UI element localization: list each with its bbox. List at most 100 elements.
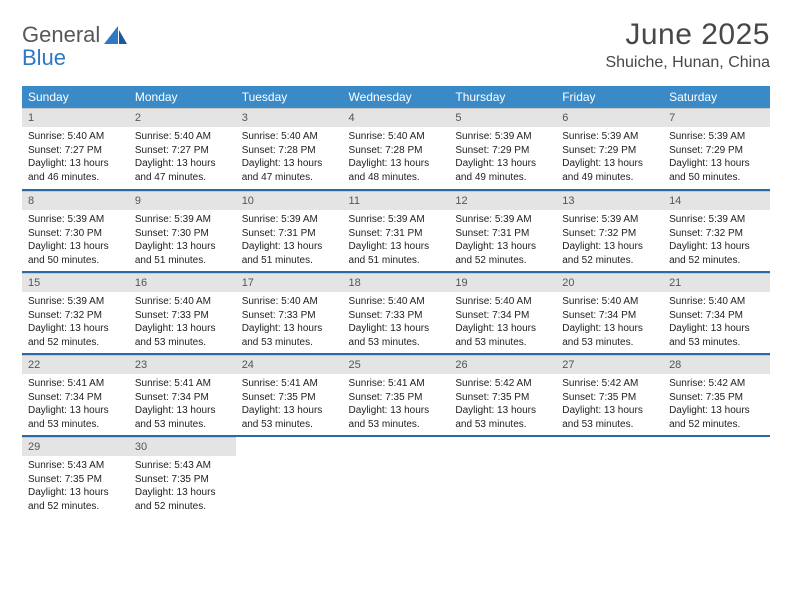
daylight-line: Daylight: 13 hours and 47 minutes. xyxy=(242,157,337,184)
weekday-header: Sunday xyxy=(22,86,129,108)
calendar-cell: 9Sunrise: 5:39 AMSunset: 7:30 PMDaylight… xyxy=(129,190,236,272)
calendar-cell xyxy=(236,436,343,518)
sunrise-line: Sunrise: 5:41 AM xyxy=(349,377,444,391)
day-number: 16 xyxy=(129,273,236,292)
sunset-line: Sunset: 7:34 PM xyxy=(669,309,764,323)
day-body: Sunrise: 5:39 AMSunset: 7:31 PMDaylight:… xyxy=(236,210,343,271)
sunrise-line: Sunrise: 5:39 AM xyxy=(455,130,550,144)
calendar-cell: 17Sunrise: 5:40 AMSunset: 7:33 PMDayligh… xyxy=(236,272,343,354)
calendar-cell: 1Sunrise: 5:40 AMSunset: 7:27 PMDaylight… xyxy=(22,108,129,190)
day-body: Sunrise: 5:39 AMSunset: 7:32 PMDaylight:… xyxy=(556,210,663,271)
calendar-cell: 23Sunrise: 5:41 AMSunset: 7:34 PMDayligh… xyxy=(129,354,236,436)
calendar-week-row: 29Sunrise: 5:43 AMSunset: 7:35 PMDayligh… xyxy=(22,436,770,518)
day-body: Sunrise: 5:39 AMSunset: 7:32 PMDaylight:… xyxy=(663,210,770,271)
day-number: 1 xyxy=(22,108,129,127)
day-body: Sunrise: 5:40 AMSunset: 7:27 PMDaylight:… xyxy=(22,127,129,188)
daylight-line: Daylight: 13 hours and 52 minutes. xyxy=(562,240,657,267)
day-body: Sunrise: 5:39 AMSunset: 7:30 PMDaylight:… xyxy=(22,210,129,271)
weekday-header-row: Sunday Monday Tuesday Wednesday Thursday… xyxy=(22,86,770,108)
calendar-cell: 4Sunrise: 5:40 AMSunset: 7:28 PMDaylight… xyxy=(343,108,450,190)
sunrise-line: Sunrise: 5:40 AM xyxy=(242,295,337,309)
location: Shuiche, Hunan, China xyxy=(605,54,770,72)
day-body: Sunrise: 5:42 AMSunset: 7:35 PMDaylight:… xyxy=(663,374,770,435)
day-body: Sunrise: 5:40 AMSunset: 7:33 PMDaylight:… xyxy=(236,292,343,353)
sunset-line: Sunset: 7:28 PM xyxy=(242,144,337,158)
day-number: 30 xyxy=(129,437,236,456)
day-number: 19 xyxy=(449,273,556,292)
day-number: 17 xyxy=(236,273,343,292)
sunrise-line: Sunrise: 5:41 AM xyxy=(135,377,230,391)
sunset-line: Sunset: 7:30 PM xyxy=(28,227,123,241)
sunset-line: Sunset: 7:35 PM xyxy=(242,391,337,405)
daylight-line: Daylight: 13 hours and 52 minutes. xyxy=(28,322,123,349)
daylight-line: Daylight: 13 hours and 53 minutes. xyxy=(242,404,337,431)
calendar-cell xyxy=(556,436,663,518)
sunset-line: Sunset: 7:32 PM xyxy=(562,227,657,241)
day-body: Sunrise: 5:39 AMSunset: 7:32 PMDaylight:… xyxy=(22,292,129,353)
calendar-cell: 13Sunrise: 5:39 AMSunset: 7:32 PMDayligh… xyxy=(556,190,663,272)
daylight-line: Daylight: 13 hours and 53 minutes. xyxy=(562,404,657,431)
day-number: 25 xyxy=(343,355,450,374)
day-body: Sunrise: 5:41 AMSunset: 7:34 PMDaylight:… xyxy=(129,374,236,435)
daylight-line: Daylight: 13 hours and 52 minutes. xyxy=(28,486,123,513)
calendar-cell: 14Sunrise: 5:39 AMSunset: 7:32 PMDayligh… xyxy=(663,190,770,272)
sunset-line: Sunset: 7:31 PM xyxy=(455,227,550,241)
day-number: 24 xyxy=(236,355,343,374)
sunset-line: Sunset: 7:34 PM xyxy=(28,391,123,405)
daylight-line: Daylight: 13 hours and 51 minutes. xyxy=(135,240,230,267)
sunset-line: Sunset: 7:28 PM xyxy=(349,144,444,158)
daylight-line: Daylight: 13 hours and 52 minutes. xyxy=(135,486,230,513)
day-body: Sunrise: 5:40 AMSunset: 7:33 PMDaylight:… xyxy=(343,292,450,353)
calendar-cell: 26Sunrise: 5:42 AMSunset: 7:35 PMDayligh… xyxy=(449,354,556,436)
calendar-cell: 22Sunrise: 5:41 AMSunset: 7:34 PMDayligh… xyxy=(22,354,129,436)
day-number: 23 xyxy=(129,355,236,374)
daylight-line: Daylight: 13 hours and 48 minutes. xyxy=(349,157,444,184)
sunrise-line: Sunrise: 5:42 AM xyxy=(669,377,764,391)
day-number: 28 xyxy=(663,355,770,374)
daylight-line: Daylight: 13 hours and 52 minutes. xyxy=(669,404,764,431)
daylight-line: Daylight: 13 hours and 47 minutes. xyxy=(135,157,230,184)
sunrise-line: Sunrise: 5:40 AM xyxy=(242,130,337,144)
sunset-line: Sunset: 7:35 PM xyxy=(135,473,230,487)
sunset-line: Sunset: 7:35 PM xyxy=(562,391,657,405)
sunrise-line: Sunrise: 5:39 AM xyxy=(562,130,657,144)
day-body: Sunrise: 5:40 AMSunset: 7:34 PMDaylight:… xyxy=(449,292,556,353)
calendar-cell: 20Sunrise: 5:40 AMSunset: 7:34 PMDayligh… xyxy=(556,272,663,354)
day-number: 6 xyxy=(556,108,663,127)
brand-logo: General Blue xyxy=(22,18,128,70)
day-body: Sunrise: 5:43 AMSunset: 7:35 PMDaylight:… xyxy=(129,456,236,517)
daylight-line: Daylight: 13 hours and 53 minutes. xyxy=(349,322,444,349)
sunrise-line: Sunrise: 5:39 AM xyxy=(135,213,230,227)
daylight-line: Daylight: 13 hours and 53 minutes. xyxy=(242,322,337,349)
header: General Blue June 2025 Shuiche, Hunan, C… xyxy=(22,18,770,72)
logo-blue: Blue xyxy=(22,45,66,70)
calendar-cell: 15Sunrise: 5:39 AMSunset: 7:32 PMDayligh… xyxy=(22,272,129,354)
title-block: June 2025 Shuiche, Hunan, China xyxy=(605,18,770,72)
sunrise-line: Sunrise: 5:43 AM xyxy=(135,459,230,473)
calendar-cell xyxy=(449,436,556,518)
daylight-line: Daylight: 13 hours and 53 minutes. xyxy=(455,322,550,349)
sunrise-line: Sunrise: 5:39 AM xyxy=(349,213,444,227)
calendar-cell: 30Sunrise: 5:43 AMSunset: 7:35 PMDayligh… xyxy=(129,436,236,518)
day-number: 7 xyxy=(663,108,770,127)
day-body: Sunrise: 5:42 AMSunset: 7:35 PMDaylight:… xyxy=(556,374,663,435)
day-body: Sunrise: 5:39 AMSunset: 7:30 PMDaylight:… xyxy=(129,210,236,271)
sunset-line: Sunset: 7:32 PM xyxy=(28,309,123,323)
weekday-header: Tuesday xyxy=(236,86,343,108)
sunrise-line: Sunrise: 5:40 AM xyxy=(669,295,764,309)
day-number: 10 xyxy=(236,191,343,210)
weekday-header: Monday xyxy=(129,86,236,108)
calendar-cell: 7Sunrise: 5:39 AMSunset: 7:29 PMDaylight… xyxy=(663,108,770,190)
day-number: 29 xyxy=(22,437,129,456)
calendar-cell: 19Sunrise: 5:40 AMSunset: 7:34 PMDayligh… xyxy=(449,272,556,354)
day-body: Sunrise: 5:40 AMSunset: 7:33 PMDaylight:… xyxy=(129,292,236,353)
sunset-line: Sunset: 7:29 PM xyxy=(455,144,550,158)
sunset-line: Sunset: 7:35 PM xyxy=(455,391,550,405)
sunset-line: Sunset: 7:29 PM xyxy=(669,144,764,158)
day-number: 9 xyxy=(129,191,236,210)
sunrise-line: Sunrise: 5:40 AM xyxy=(28,130,123,144)
calendar-cell: 11Sunrise: 5:39 AMSunset: 7:31 PMDayligh… xyxy=(343,190,450,272)
sunrise-line: Sunrise: 5:42 AM xyxy=(455,377,550,391)
day-number: 18 xyxy=(343,273,450,292)
sunrise-line: Sunrise: 5:40 AM xyxy=(349,130,444,144)
